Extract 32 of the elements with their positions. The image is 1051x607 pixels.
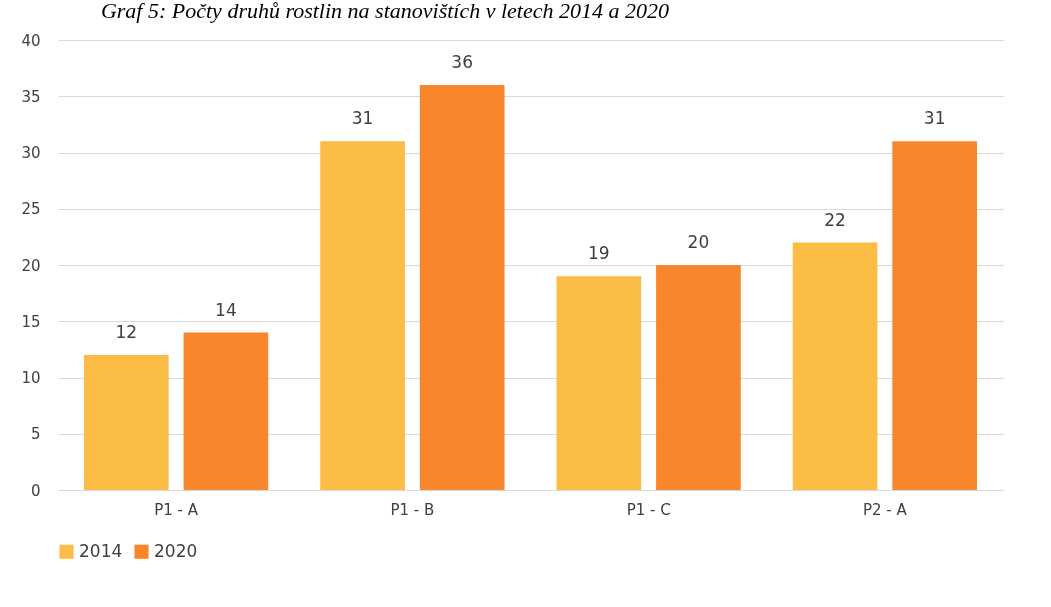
y-tick-label: 15 bbox=[21, 312, 41, 331]
y-tick-label: 20 bbox=[21, 256, 41, 275]
data-label: 22 bbox=[824, 209, 846, 230]
bar bbox=[656, 265, 741, 490]
y-tick-label: 0 bbox=[30, 481, 41, 500]
data-label: 19 bbox=[588, 243, 610, 264]
data-label: 12 bbox=[115, 322, 138, 342]
legend-label: 2014 bbox=[79, 540, 123, 561]
y-tick-label: 40 bbox=[21, 31, 41, 50]
x-tick-label: P1 - A bbox=[154, 500, 199, 519]
data-label: 36 bbox=[451, 52, 473, 72]
data-label: 31 bbox=[351, 108, 374, 129]
y-tick-label: 25 bbox=[21, 200, 41, 219]
x-tick-label: P1 - B bbox=[390, 500, 435, 519]
legend-label: 2020 bbox=[154, 540, 198, 561]
bar bbox=[556, 276, 642, 490]
y-tick-label: 30 bbox=[21, 144, 41, 162]
bar bbox=[419, 85, 505, 490]
x-tick-label: P1 - C bbox=[626, 500, 671, 519]
data-label: 31 bbox=[923, 108, 946, 129]
data-label: 14 bbox=[215, 299, 237, 320]
y-tick-label: 10 bbox=[21, 369, 41, 387]
bar bbox=[792, 242, 878, 490]
chart-title: Graf 5: Počty druhů rostlin na stanovištích v letech 2014 a 2020 bbox=[100, 0, 669, 23]
bar bbox=[320, 141, 405, 490]
bar bbox=[892, 141, 978, 490]
y-tick-label: 35 bbox=[21, 87, 41, 106]
bar bbox=[183, 332, 269, 490]
data-label: 20 bbox=[687, 232, 710, 252]
y-tick-label: 5 bbox=[30, 425, 41, 444]
x-tick-label: P2 - A bbox=[862, 500, 908, 519]
bar bbox=[83, 355, 169, 490]
